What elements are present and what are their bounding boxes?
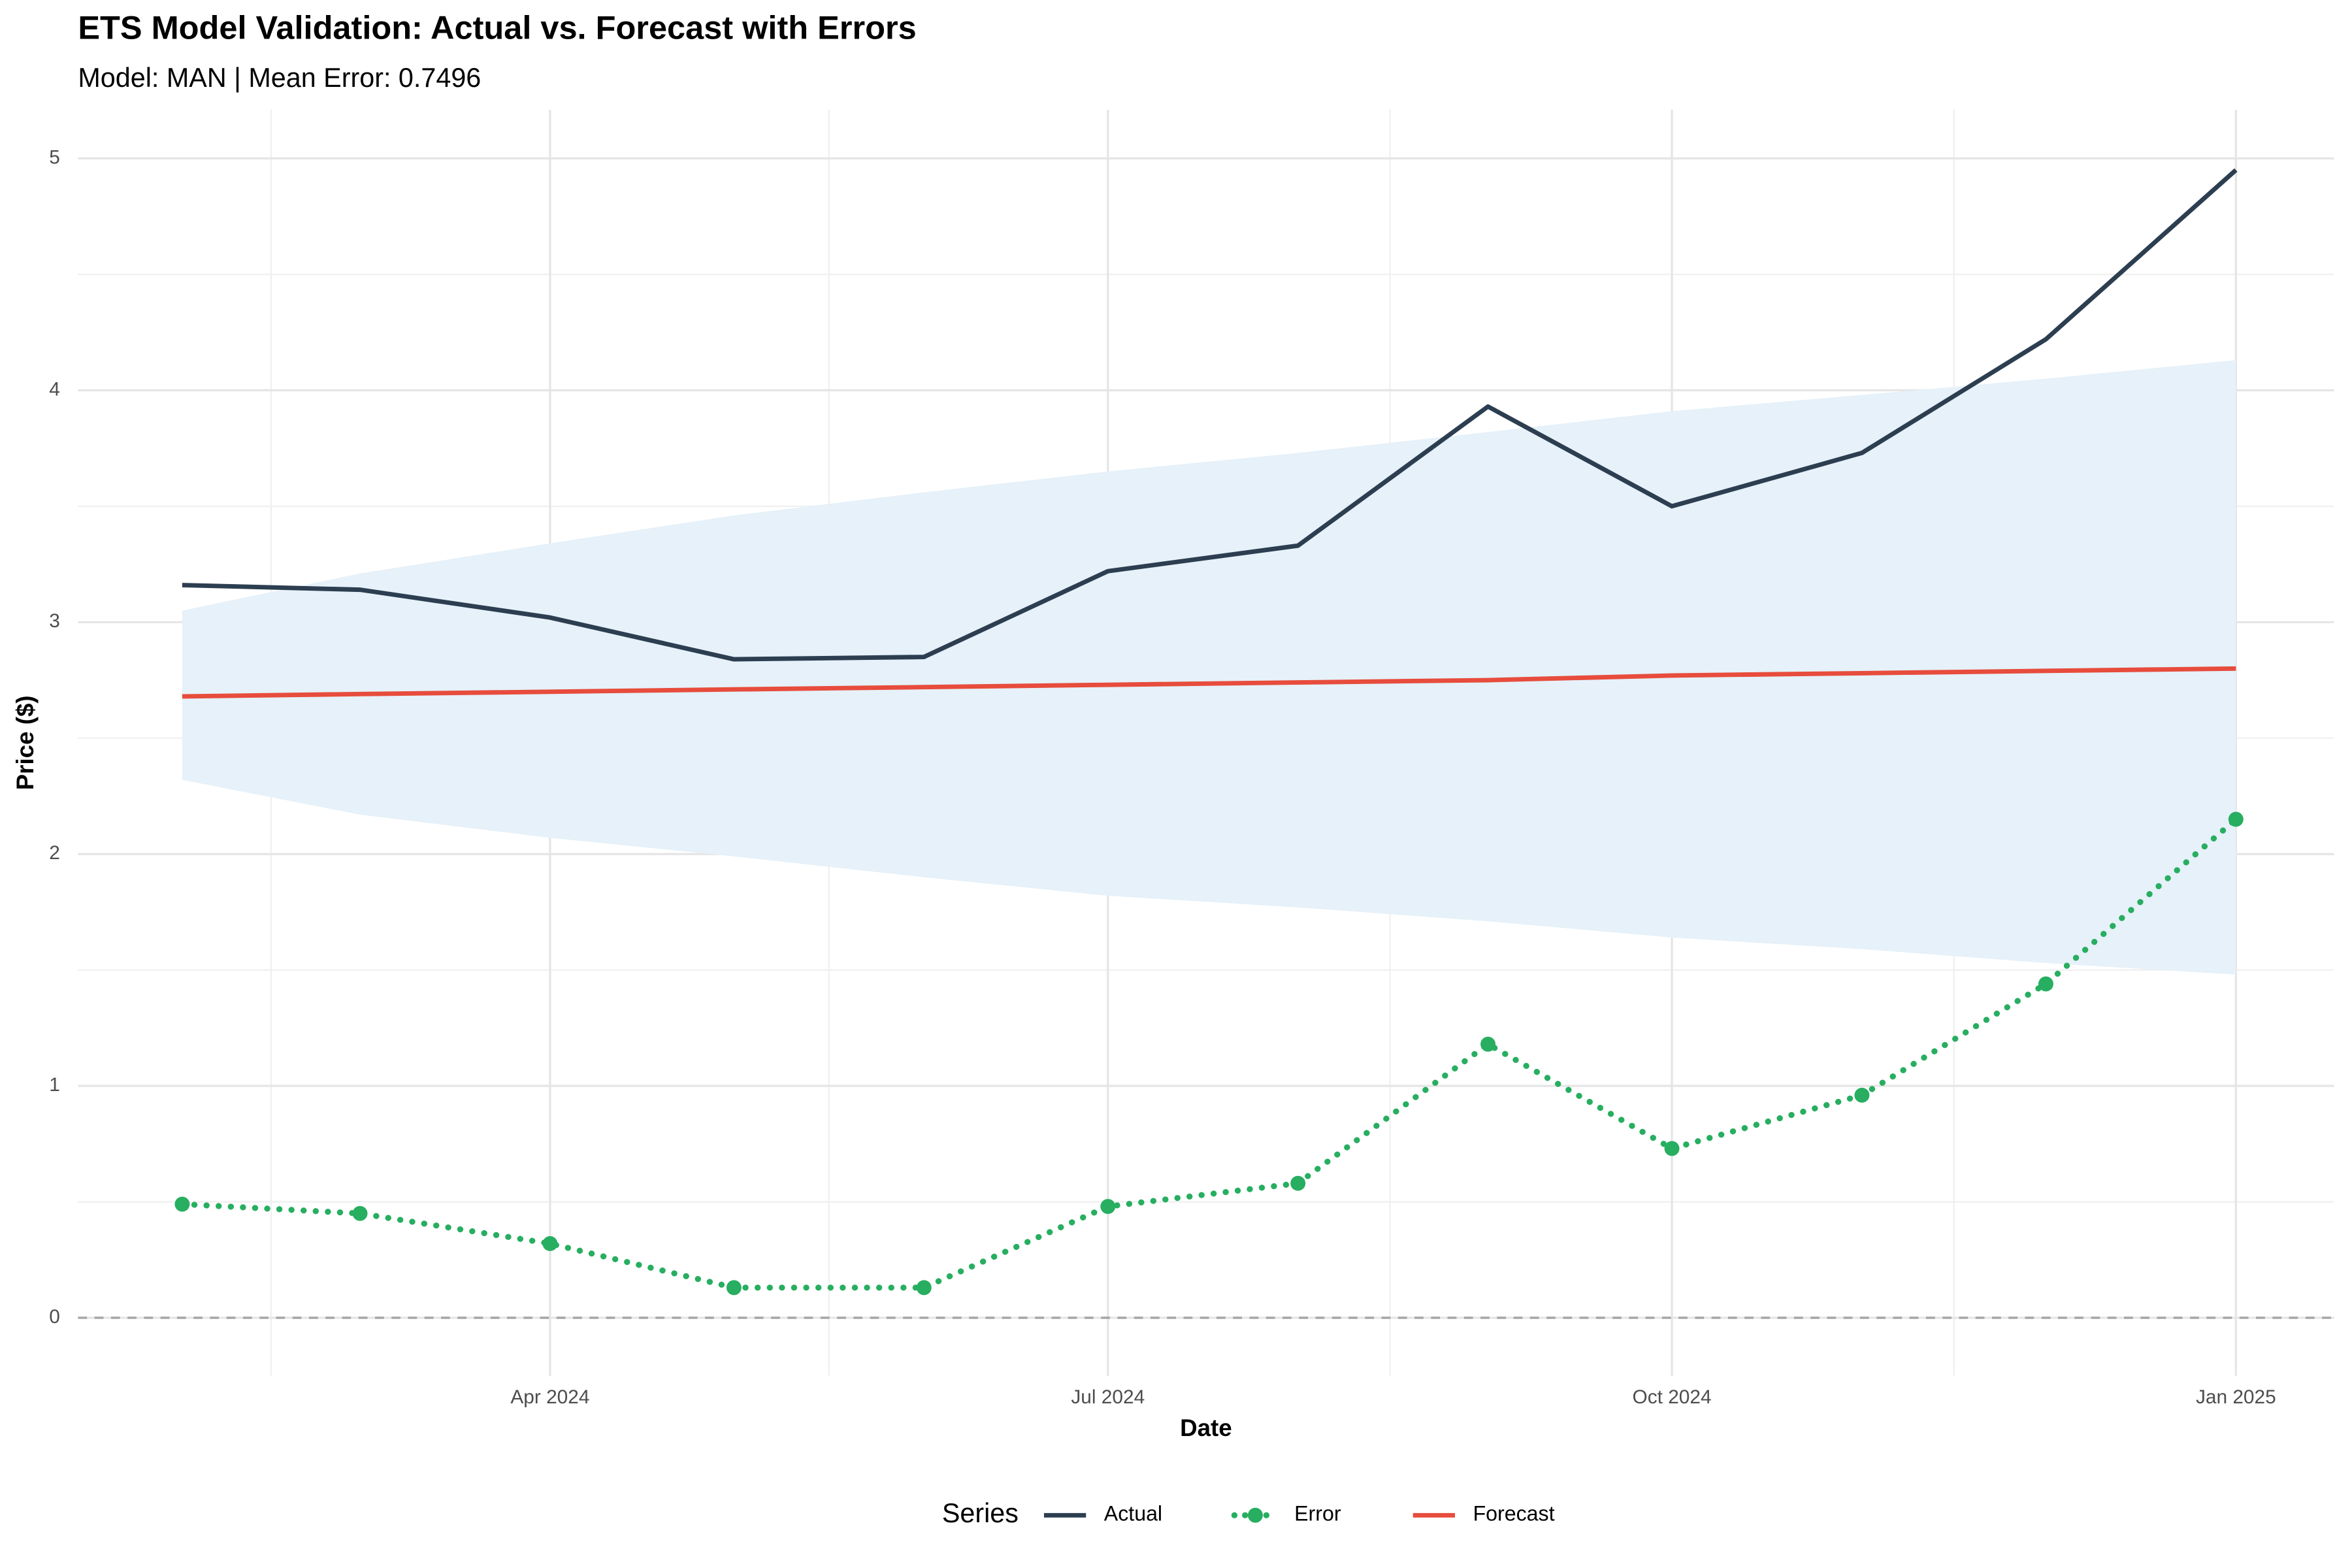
y-tick-label: 3 <box>49 610 60 632</box>
x-tick-label: Oct 2024 <box>1633 1386 1712 1408</box>
legend-key-point <box>1247 1507 1263 1523</box>
x-tick-label: Apr 2024 <box>510 1386 589 1408</box>
legend-label: Actual <box>1104 1502 1162 1526</box>
series-point <box>542 1235 558 1251</box>
y-tick-label: 2 <box>49 842 60 864</box>
series-point <box>2228 811 2244 827</box>
y-tick-label: 4 <box>49 378 60 400</box>
series-point <box>1290 1175 1306 1191</box>
legend-label: Forecast <box>1473 1502 1555 1526</box>
series-point <box>1664 1141 1680 1156</box>
x-axis-label: Date <box>1180 1414 1232 1441</box>
series-line <box>182 168 2238 662</box>
series-point <box>352 1205 368 1221</box>
y-tick-label: 0 <box>49 1306 60 1328</box>
x-tick-label: Jan 2025 <box>2196 1386 2276 1408</box>
series-point <box>1854 1087 1870 1103</box>
y-axis-label: Price ($) <box>12 695 39 790</box>
series-point <box>2038 976 2053 992</box>
y-tick-label: 5 <box>49 146 60 168</box>
series-point <box>174 1196 190 1212</box>
legend-title: Series <box>942 1498 1019 1528</box>
series-point <box>1480 1036 1496 1052</box>
confidence-band <box>182 360 2236 975</box>
y-tick-label: 1 <box>49 1074 60 1096</box>
legend-label: Error <box>1294 1502 1341 1526</box>
series-point <box>1100 1199 1116 1215</box>
chart-subtitle: Model: MAN | Mean Error: 0.7496 <box>78 63 481 93</box>
chart-title: ETS Model Validation: Actual vs. Forecas… <box>78 9 916 46</box>
series-line <box>179 816 2239 1291</box>
x-tick-label: Jul 2024 <box>1071 1386 1145 1408</box>
series-point <box>726 1280 742 1296</box>
series-line <box>182 666 2236 699</box>
series-point <box>916 1280 932 1296</box>
